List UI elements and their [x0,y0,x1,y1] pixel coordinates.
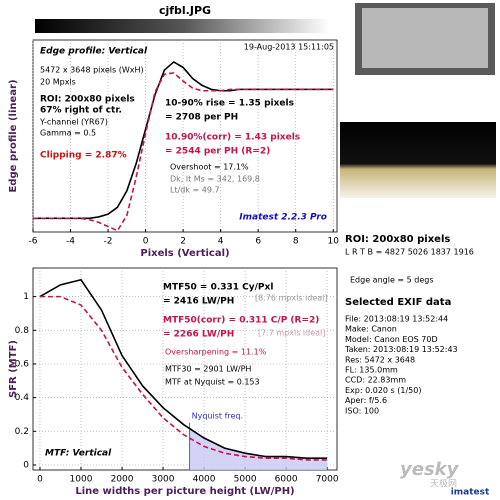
y-tick-label: 0.2 [15,427,29,437]
annotation: MTF at Nyquist = 0.153 [165,378,260,387]
exif-line: Model: Canon EOS 70D [345,335,438,344]
annotation: MTF30 = 2901 LW/PH [165,365,251,374]
y-tick-label: 0.8 [15,326,30,336]
file-title: cjfbl.JPG [159,4,211,17]
annotation: MTF50(corr) = 0.311 C/P (R=2) [163,316,319,326]
x-tick-label: 4000 [193,475,216,485]
x-tick-label: 1000 [70,475,93,485]
x-tick-label: 0 [37,475,43,485]
beyond-nyquist-fill [189,428,328,470]
x-tick-label: 4 [218,237,224,247]
annotation: [8.76 mpxls ideal] [255,294,327,303]
x-axis-title: Line widths per picture height (LW/PH) [75,486,294,497]
exif-line: Exp: 0.020 s (1/50) [345,386,421,395]
x-axis-title: Pixels (Vertical) [140,248,229,259]
x-tick-label: -6 [29,237,38,247]
annotation: 19-Aug-2013 15:11:05 [244,43,334,52]
annotation: Imatest 2.2.3 Pro [239,213,327,223]
annotation: 67% right of ctr. [40,106,122,116]
annotation: Lt/dk = 49.7 [170,186,220,195]
gray-bar [35,19,330,33]
annotation: MTF50 = 0.331 Cy/Pxl [163,283,273,293]
annotation: = 2416 LW/PH [163,297,234,307]
x-tick-label: 10 [328,237,340,247]
y-tick-label: 1 [23,292,29,302]
exif-line: ISO: 100 [345,406,379,415]
lrtb: L R T B = 4827 5026 1837 1916 [345,248,474,257]
x-tick-label: 2 [180,237,186,247]
edge-angle: Edge angle = 5 degs [350,276,434,285]
x-tick-label: -2 [104,237,113,247]
thumbnail-chart [362,8,488,68]
watermark: imatest [451,488,490,498]
annotation: [7.7 mpxls ideal] [258,329,325,338]
series-line [39,278,328,460]
annotation: Gamma = 0.5 [40,129,96,138]
exif-line: File: 2013:08:19 13:52:44 [345,315,448,324]
series-line [33,72,334,232]
watermark: 天极网 [430,478,457,490]
x-tick-label: 8 [293,237,299,247]
nyquist-label: Nyquist freq. [192,412,243,421]
exif-line: Make: Canon [345,325,397,334]
annotation: Edge profile: Vertical [40,47,148,57]
x-tick-label: -4 [66,237,75,247]
exif-title: Selected EXIF data [345,297,451,308]
y-axis-title: SFR (MTF) [8,340,19,398]
annotation: Overshoot = 17.1% [170,163,249,172]
exif-line: Res: 5472 x 3648 [345,355,415,364]
roi-label: ROI: 200x80 pixels [345,234,450,245]
annotation: 20 Mpxls [40,78,76,87]
annotation: = 2544 per PH (R=2) [165,147,270,157]
annotation: Oversharpening = 11.1% [165,348,267,357]
y-tick-label: 0.6 [15,359,30,369]
exif-line: FL: 135.0mm [345,366,398,375]
annotation: Dk, lt Ms = 342, 169.8 [170,175,260,184]
x-tick-label: 7000 [316,475,339,485]
annotation: MTF: Vertical [45,449,112,459]
annotation: 10-90% rise = 1.35 pixels [165,99,294,109]
series-line [39,295,328,461]
x-tick-label: 5000 [234,475,257,485]
y-axis-title: Edge profile (linear) [8,79,19,192]
annotation: 5472 x 3648 pixels (WxH) [40,66,144,75]
annotation: Y-channel (YR67) [39,118,108,127]
annotation: ROI: 200x80 pixels [40,95,135,105]
exif-line: Aper: f/5.6 [345,396,387,405]
x-tick-label: 6 [255,237,261,247]
exif-line: CCD: 22.83mm [345,376,406,385]
y-tick-label: 0 [23,460,29,470]
annotation: Clipping = 2.87% [40,151,127,161]
watermark: yesky [400,459,460,480]
exif-line: Taken: 2013:08:19 13:52:43 [344,345,458,354]
x-tick-label: 2000 [111,475,134,485]
plot-area [32,39,338,233]
y-tick-label: 0.4 [15,393,30,403]
annotation: = 2266 LW/PH [163,330,234,340]
x-tick-label: 6000 [275,475,298,485]
annotation: 10.90%(corr) = 1.43 pixels [165,133,300,143]
x-tick-label: 0 [143,237,149,247]
x-tick-label: 3000 [152,475,175,485]
annotation: = 2708 per PH [165,113,238,123]
roi-image [340,122,496,198]
